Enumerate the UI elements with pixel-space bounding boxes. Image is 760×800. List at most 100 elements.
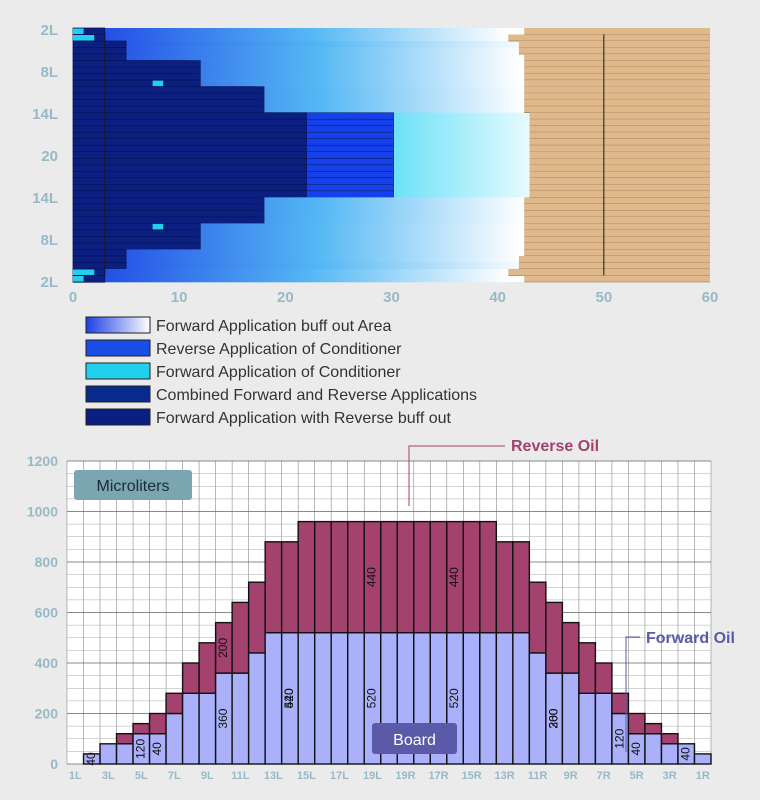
y-tick-label: 1000 (27, 504, 58, 520)
bar-value-label: 360 (216, 708, 230, 728)
legend-swatch (85, 408, 151, 426)
board-stripe (529, 190, 710, 198)
combined-application-band (72, 171, 307, 179)
board-stripe (524, 203, 710, 211)
board-stripe (524, 106, 710, 113)
reverse-oil-bar (297, 520, 316, 634)
board-stripe (529, 132, 710, 139)
y-tick-label: 2L (40, 274, 58, 291)
buff-band (73, 242, 519, 250)
board-stripe (524, 275, 710, 282)
x-tick-label: 11L (231, 770, 250, 782)
legend-swatch (85, 339, 151, 357)
forward-application-marker (73, 28, 84, 35)
reverse-oil-bar (495, 541, 514, 634)
forward-oil-bar (165, 712, 184, 765)
combined-application-band (72, 105, 265, 114)
buff-band (73, 255, 519, 263)
reverse-oil-bar (313, 520, 332, 634)
x-tick-label: 20 (277, 289, 294, 306)
buff-band (73, 275, 509, 283)
combined-application-band (72, 138, 307, 146)
buff-band (73, 229, 519, 237)
buff-band (73, 262, 530, 270)
legend-swatch (85, 362, 151, 380)
board-stripe (529, 138, 710, 146)
x-tick-label: 15R (461, 770, 481, 782)
y-tick-label: 14L (32, 106, 58, 123)
forward-oil-bar (231, 672, 250, 765)
combined-application-band (72, 118, 307, 127)
bar-value-label: 440 (282, 688, 296, 708)
x-tick-label: 13L (264, 770, 283, 782)
combined-application-band (72, 177, 307, 185)
buff-band (73, 41, 530, 48)
board-badge: Board (372, 723, 457, 754)
board-stripe (524, 60, 710, 68)
x-tick-label: 40 (489, 289, 506, 306)
reverse-oil-bar (479, 520, 498, 634)
x-tick-label: 19L (363, 770, 382, 782)
x-tick-label: 5R (630, 770, 644, 782)
board-stripe (524, 197, 710, 204)
bar-value-label: 520 (365, 688, 379, 708)
buff-band (73, 28, 509, 35)
reverse-oil-bar (611, 692, 630, 715)
combined-application-band (72, 184, 307, 192)
forward-oil-bar (297, 632, 316, 765)
y-tick-label: 400 (35, 655, 59, 671)
forward-oil-bar (264, 632, 283, 765)
combined-application-band (72, 151, 307, 159)
buff-x-axis: 0 10 20 30 40 50 60 (69, 289, 719, 306)
buff-y-axis: 2L 8L 14L 20 14L 8L 2L (32, 22, 58, 291)
reverse-oil-bar (413, 520, 431, 634)
legend-label: Combined Forward and Reverse Application… (156, 387, 477, 404)
board-stripe (524, 236, 710, 243)
x-tick-label: 17L (330, 770, 349, 782)
board-stripe (524, 80, 710, 87)
x-tick-label: 17R (428, 770, 448, 782)
legend-label: Forward Application with Reverse buff ou… (156, 410, 452, 427)
reverse-oil-bar (429, 520, 448, 634)
buff-band (73, 67, 519, 74)
reverse-oil-bar (115, 733, 134, 745)
y-tick-label: 600 (35, 605, 59, 621)
reverse-oil-bar (561, 621, 580, 674)
x-tick-label: 13R (494, 770, 514, 782)
board-stripe (529, 145, 710, 152)
forward-oil-bar (528, 652, 547, 765)
forward-oil-bar (347, 632, 365, 765)
application-steps (73, 28, 605, 282)
reverse-oil-bar (380, 520, 398, 634)
board-stripe (524, 86, 710, 94)
reverse-oil-bar (231, 601, 250, 674)
forward-oil-bar (198, 692, 217, 765)
y-tick-label: 20 (41, 148, 58, 165)
bar-value-label: 520 (282, 688, 296, 708)
combined-application-band (72, 125, 307, 133)
combined-application-band (72, 164, 307, 172)
x-tick-label: 7R (597, 770, 611, 782)
reverse-oil-bar (247, 581, 266, 654)
board-stripe (508, 34, 710, 42)
x-tick-label: 19R (395, 770, 415, 782)
board-stripe (518, 262, 710, 269)
forward-oil-bar (512, 632, 531, 765)
bar-value-label: 120 (133, 739, 147, 759)
ylabel-badge: Microliters (74, 470, 192, 500)
board-stripe (529, 177, 710, 185)
forward-oil-bar (313, 632, 332, 765)
board-stripe (524, 73, 710, 81)
forward-oil-bar (99, 743, 118, 765)
bar-value-label: 120 (612, 728, 626, 748)
forward-oil-bar (561, 672, 580, 765)
x-tick-label: 0 (69, 289, 77, 306)
forward-oil-bar (479, 632, 498, 765)
combined-application-band (72, 60, 201, 68)
reverse-oil-bar (280, 541, 299, 634)
y-tick-label: 14L (32, 190, 58, 207)
bar-value-label: 440 (447, 567, 461, 587)
x-tick-label: 11R (528, 770, 548, 782)
x-tick-label: 1R (696, 770, 710, 782)
